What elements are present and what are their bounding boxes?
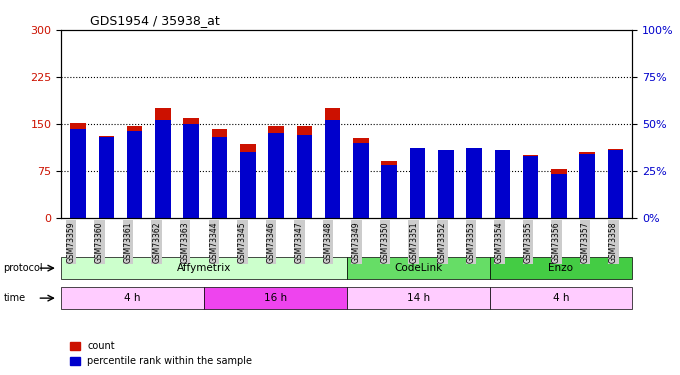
Bar bbox=[127, 126, 143, 218]
Bar bbox=[155, 108, 171, 218]
Bar bbox=[269, 133, 284, 218]
Text: 16 h: 16 h bbox=[264, 293, 287, 303]
Bar bbox=[71, 123, 86, 218]
Text: 4 h: 4 h bbox=[124, 293, 141, 303]
Bar bbox=[296, 126, 312, 218]
Bar bbox=[438, 150, 454, 217]
Text: GSM73351: GSM73351 bbox=[409, 221, 418, 263]
Text: GSM73357: GSM73357 bbox=[581, 221, 590, 263]
Bar bbox=[211, 129, 227, 217]
Text: GSM73356: GSM73356 bbox=[552, 221, 561, 263]
Bar bbox=[240, 144, 256, 218]
Bar bbox=[127, 131, 143, 218]
Bar bbox=[466, 148, 482, 217]
Bar bbox=[99, 137, 114, 218]
Text: time: time bbox=[3, 293, 26, 303]
Text: GSM73345: GSM73345 bbox=[238, 221, 247, 263]
Text: GSM73346: GSM73346 bbox=[267, 221, 275, 263]
Text: GSM73360: GSM73360 bbox=[95, 221, 104, 263]
Bar bbox=[579, 152, 595, 217]
Text: GDS1954 / 35938_at: GDS1954 / 35938_at bbox=[90, 15, 220, 27]
Bar bbox=[269, 126, 284, 218]
Bar bbox=[240, 152, 256, 217]
Bar bbox=[551, 169, 566, 217]
Bar bbox=[410, 149, 425, 217]
Bar bbox=[325, 108, 341, 218]
Text: GSM73350: GSM73350 bbox=[381, 221, 390, 263]
Bar bbox=[494, 150, 510, 217]
Text: GSM73348: GSM73348 bbox=[324, 221, 333, 263]
Text: GSM73344: GSM73344 bbox=[209, 221, 218, 263]
Text: GSM73362: GSM73362 bbox=[152, 221, 161, 263]
Text: GSM73363: GSM73363 bbox=[181, 221, 190, 263]
Bar bbox=[296, 135, 312, 218]
Bar bbox=[211, 137, 227, 218]
Text: 4 h: 4 h bbox=[553, 293, 569, 303]
Text: GSM73349: GSM73349 bbox=[352, 221, 361, 263]
Legend: count, percentile rank within the sample: count, percentile rank within the sample bbox=[66, 338, 256, 370]
Bar bbox=[608, 149, 623, 217]
Bar bbox=[523, 156, 539, 218]
Text: GSM73355: GSM73355 bbox=[524, 221, 532, 263]
Text: GSM73353: GSM73353 bbox=[466, 221, 475, 263]
Text: 14 h: 14 h bbox=[407, 293, 430, 303]
Text: GSM73347: GSM73347 bbox=[295, 221, 304, 263]
Bar bbox=[325, 120, 341, 218]
Text: GSM73359: GSM73359 bbox=[67, 221, 75, 263]
Text: GSM73354: GSM73354 bbox=[495, 221, 504, 263]
Bar bbox=[579, 154, 595, 218]
Bar bbox=[381, 165, 397, 218]
Text: GSM73352: GSM73352 bbox=[438, 221, 447, 263]
Bar bbox=[381, 161, 397, 218]
Bar bbox=[523, 155, 539, 218]
Bar bbox=[608, 150, 623, 217]
Text: CodeLink: CodeLink bbox=[394, 263, 442, 273]
Bar bbox=[353, 138, 369, 218]
Bar bbox=[184, 124, 199, 218]
Text: Enzo: Enzo bbox=[549, 263, 573, 273]
Text: protocol: protocol bbox=[3, 263, 43, 273]
Bar bbox=[184, 117, 199, 218]
Text: GSM73361: GSM73361 bbox=[124, 221, 133, 263]
Bar bbox=[438, 150, 454, 217]
Bar bbox=[155, 120, 171, 218]
Bar bbox=[353, 142, 369, 218]
Bar bbox=[494, 150, 510, 217]
Bar bbox=[410, 148, 425, 217]
Bar bbox=[99, 136, 114, 218]
Text: Affymetrix: Affymetrix bbox=[177, 263, 231, 273]
Bar bbox=[71, 129, 86, 218]
Bar bbox=[551, 174, 566, 217]
Text: GSM73358: GSM73358 bbox=[609, 221, 618, 263]
Bar bbox=[466, 147, 482, 218]
